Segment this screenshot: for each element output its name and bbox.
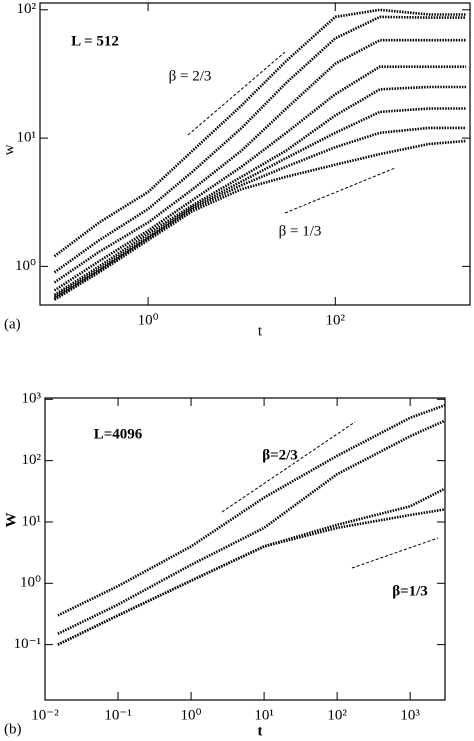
curve <box>53 85 467 296</box>
x-tick-label: 10⁰ <box>138 312 159 328</box>
y-tick-label: 10¹ <box>17 130 37 146</box>
curve <box>53 15 467 274</box>
x-axis-label: t <box>258 323 263 339</box>
plot-frame <box>44 397 446 701</box>
curve <box>57 508 446 646</box>
annotation: β=1/3 <box>392 583 428 599</box>
x-tick-label: 10² <box>326 312 346 328</box>
x-tick-label: 10⁻² <box>31 707 59 723</box>
reference-slope <box>351 537 439 569</box>
annotation: L = 512 <box>71 33 119 49</box>
panel-label: (b) <box>4 721 22 737</box>
plot-frame <box>39 2 471 306</box>
x-tick-label: 10⁰ <box>181 707 202 723</box>
reference-slope <box>284 167 396 214</box>
x-axis-label: t <box>258 723 263 739</box>
curve <box>53 8 467 258</box>
annotation: β = 2/3 <box>169 68 212 84</box>
y-tick-label: 10¹ <box>22 513 42 529</box>
x-tick-label: 10¹ <box>254 707 274 723</box>
x-tick-label: 10⁻¹ <box>104 707 131 723</box>
x-tick-label: 10² <box>327 707 347 723</box>
annotation: L=4096 <box>94 426 143 442</box>
curve <box>57 487 446 646</box>
curve <box>53 38 467 284</box>
annotation: β = 1/3 <box>279 223 322 239</box>
reference-slope <box>187 51 286 136</box>
curve <box>53 65 467 292</box>
curve <box>53 107 467 298</box>
annotation: β=2/3 <box>262 447 298 463</box>
reference-slope <box>221 421 356 513</box>
y-axis-label: W <box>3 513 19 528</box>
y-tick-label: 10⁻¹ <box>14 636 41 652</box>
y-tick-label: 10² <box>22 452 42 468</box>
y-tick-label: 10⁰ <box>20 575 41 591</box>
curve <box>57 419 446 635</box>
y-axis-label: w <box>1 144 17 155</box>
x-tick-label: 10³ <box>400 707 420 723</box>
y-tick-label: 10³ <box>22 391 42 407</box>
curve <box>53 139 467 301</box>
y-tick-label: 10² <box>17 1 37 17</box>
panel-label: (a) <box>4 316 21 332</box>
curve <box>57 403 446 617</box>
y-tick-label: 10⁰ <box>15 258 36 274</box>
